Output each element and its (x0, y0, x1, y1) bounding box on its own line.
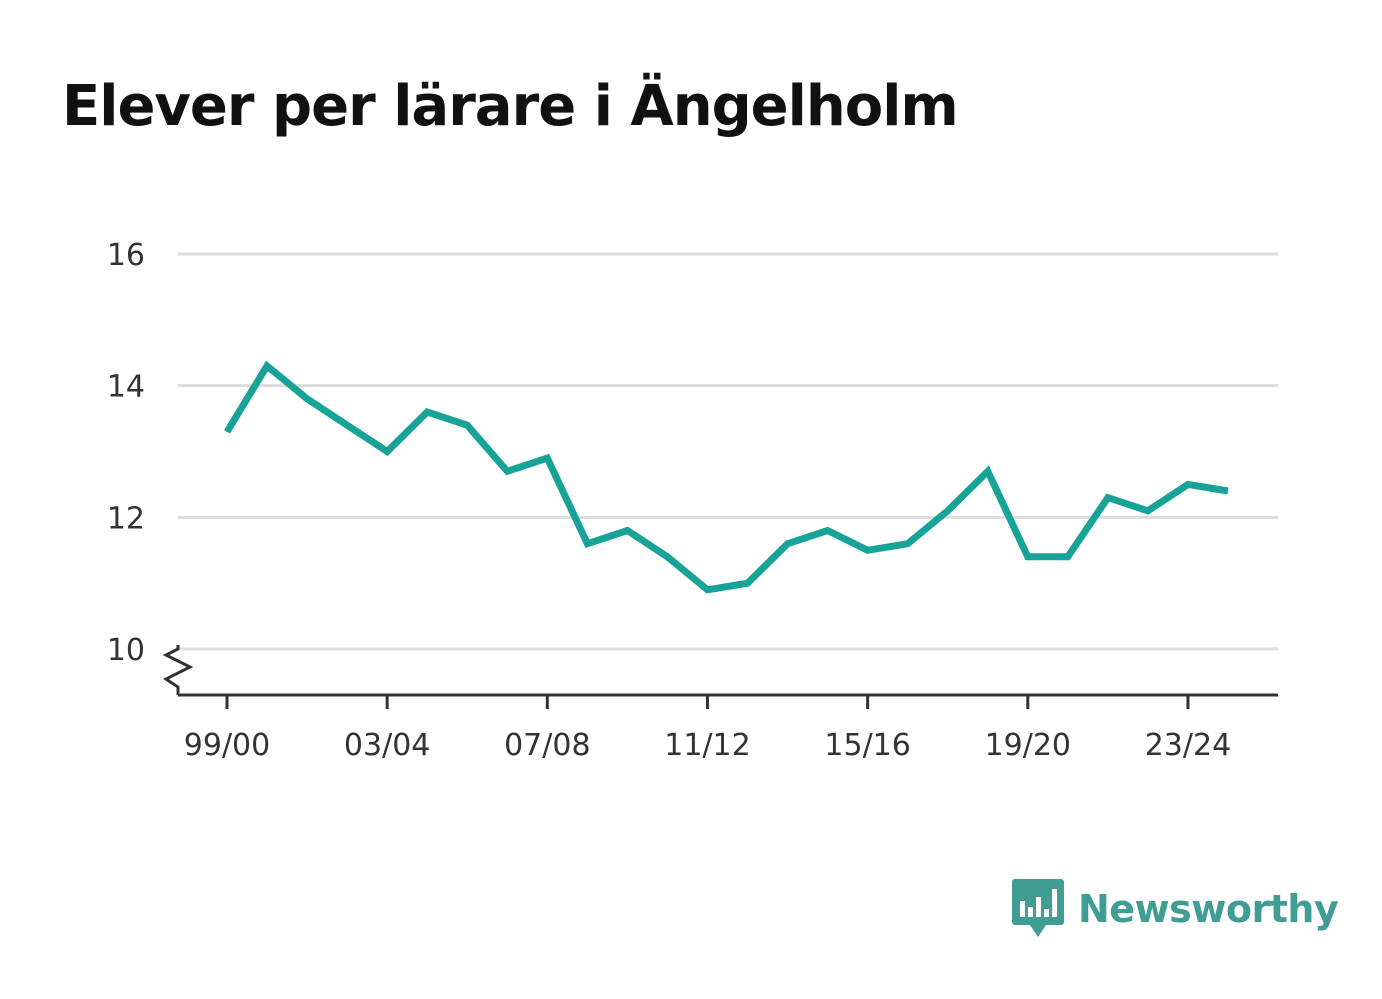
gridlines (178, 252, 1278, 651)
data-point-18/19 (985, 468, 991, 474)
x-axis (162, 645, 1278, 697)
data-point-04/05 (424, 409, 430, 415)
data-point-11/12 (704, 587, 710, 593)
data-point-20/21 (1065, 554, 1071, 560)
y-tick-label-10: 10 (107, 633, 145, 668)
data-point-12/13 (745, 580, 751, 586)
x-tick-label: 19/20 (985, 728, 1071, 763)
data-point-08/09 (584, 541, 590, 547)
y-axis-ticks: 10 12 14 16 (107, 238, 145, 668)
x-axis-ticks: 99/00 03/04 07/08 11/12 15/16 19/20 23/24 (184, 695, 1231, 763)
brand-logo: Newsworthy (1012, 879, 1339, 939)
data-point-19/20 (1025, 554, 1031, 560)
bar-chart-speech-bubble-icon (1012, 879, 1064, 937)
data-point-02/03 (344, 422, 350, 428)
x-tick-label: 15/16 (824, 728, 910, 763)
data-point-22/23 (1145, 508, 1151, 514)
data-point-17/18 (945, 508, 951, 514)
data-point-00/01 (264, 363, 270, 369)
data-point-21/22 (1105, 495, 1111, 501)
x-tick-label: 11/12 (664, 728, 750, 763)
data-point-24/25 (1225, 488, 1231, 494)
brand-name: Newsworthy (1078, 887, 1339, 931)
data-point-10/11 (664, 554, 670, 560)
x-tick-label: 03/04 (344, 728, 430, 763)
data-point-14/15 (825, 528, 831, 534)
data-point-03/04 (384, 449, 390, 455)
data-point-13/14 (785, 541, 791, 547)
data-point-07/08 (544, 455, 550, 461)
data-point-05/06 (464, 422, 470, 428)
x-tick-label: 07/08 (504, 728, 590, 763)
data-point-09/10 (624, 528, 630, 534)
x-tick-label: 99/00 (184, 728, 270, 763)
series-line (224, 360, 1229, 594)
data-point-15/16 (865, 547, 871, 553)
data-point-99/00 (224, 429, 230, 435)
data-point-16/17 (905, 541, 911, 547)
data-point-23/24 (1185, 481, 1191, 487)
y-axis-break (162, 645, 194, 695)
chart-title: Elever per lärare i Ängelholm (62, 74, 959, 139)
data-point-01/02 (304, 396, 310, 402)
y-tick-label-12: 12 (107, 501, 145, 536)
y-tick-label-16: 16 (107, 238, 145, 273)
x-tick-label: 23/24 (1145, 728, 1231, 763)
data-point-06/07 (504, 468, 510, 474)
y-tick-label-14: 14 (107, 370, 145, 405)
series-layer (224, 360, 1231, 594)
